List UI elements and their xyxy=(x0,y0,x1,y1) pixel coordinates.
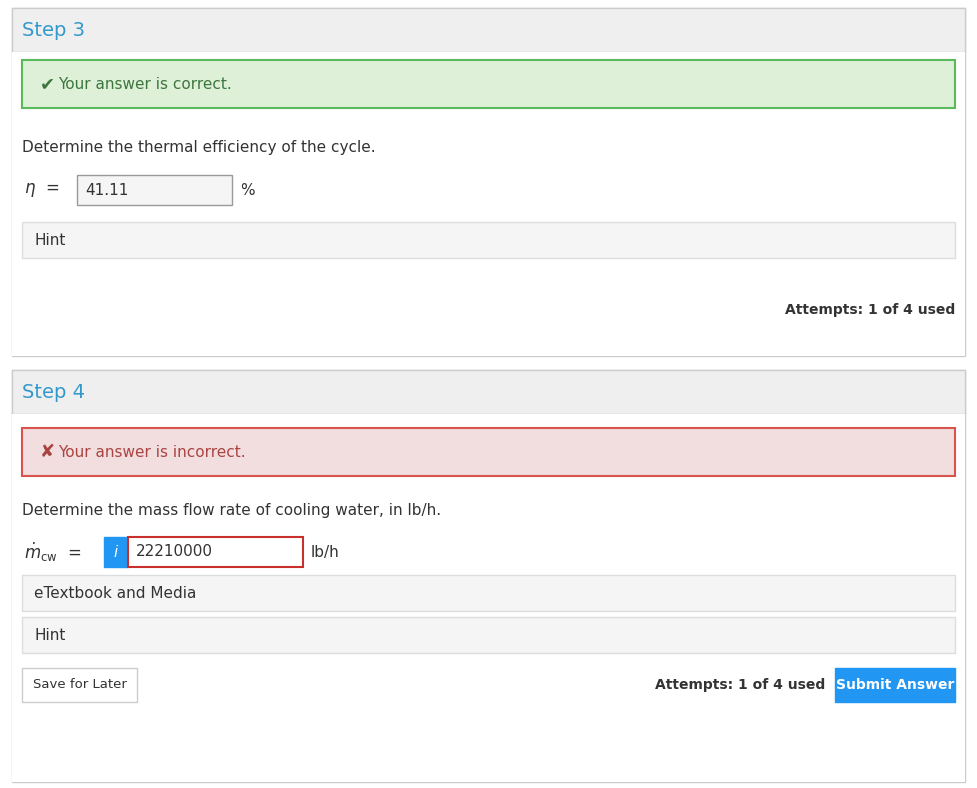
Text: Determine the mass flow rate of cooling water, in lb/h.: Determine the mass flow rate of cooling … xyxy=(22,503,442,518)
FancyBboxPatch shape xyxy=(22,60,955,108)
FancyBboxPatch shape xyxy=(22,668,137,702)
Text: Hint: Hint xyxy=(34,232,65,247)
Text: Hint: Hint xyxy=(34,627,65,642)
FancyBboxPatch shape xyxy=(12,8,965,52)
Text: Step 4: Step 4 xyxy=(22,382,85,402)
Text: $i$: $i$ xyxy=(113,544,119,560)
Text: Your answer is incorrect.: Your answer is incorrect. xyxy=(58,444,245,459)
Text: eTextbook and Media: eTextbook and Media xyxy=(34,585,196,600)
FancyBboxPatch shape xyxy=(12,370,965,414)
Text: ✘: ✘ xyxy=(40,443,55,461)
Text: %: % xyxy=(240,183,255,198)
FancyBboxPatch shape xyxy=(12,414,965,782)
FancyBboxPatch shape xyxy=(22,575,955,611)
FancyBboxPatch shape xyxy=(835,668,955,702)
FancyBboxPatch shape xyxy=(22,617,955,653)
Text: 22210000: 22210000 xyxy=(136,545,213,559)
Text: Save for Later: Save for Later xyxy=(32,678,126,692)
Text: ✔: ✔ xyxy=(40,75,55,93)
Text: lb/h: lb/h xyxy=(311,545,340,559)
Text: Your answer is correct.: Your answer is correct. xyxy=(58,76,232,91)
Text: 41.11: 41.11 xyxy=(85,183,128,198)
FancyBboxPatch shape xyxy=(12,52,965,356)
FancyBboxPatch shape xyxy=(77,175,232,205)
Text: $\dot{m}_{\mathrm{cw}}$  =: $\dot{m}_{\mathrm{cw}}$ = xyxy=(24,541,81,563)
Text: Submit Answer: Submit Answer xyxy=(835,678,955,692)
Text: Attempts: 1 of 4 used: Attempts: 1 of 4 used xyxy=(785,303,955,317)
Text: Determine the thermal efficiency of the cycle.: Determine the thermal efficiency of the … xyxy=(22,140,375,155)
FancyBboxPatch shape xyxy=(12,370,965,782)
Text: Attempts: 1 of 4 used: Attempts: 1 of 4 used xyxy=(655,678,825,692)
Text: $\eta$  =: $\eta$ = xyxy=(24,181,60,199)
FancyBboxPatch shape xyxy=(12,8,965,356)
FancyBboxPatch shape xyxy=(128,537,303,567)
FancyBboxPatch shape xyxy=(104,537,128,567)
Text: Step 3: Step 3 xyxy=(22,20,85,39)
FancyBboxPatch shape xyxy=(22,428,955,476)
FancyBboxPatch shape xyxy=(22,222,955,258)
